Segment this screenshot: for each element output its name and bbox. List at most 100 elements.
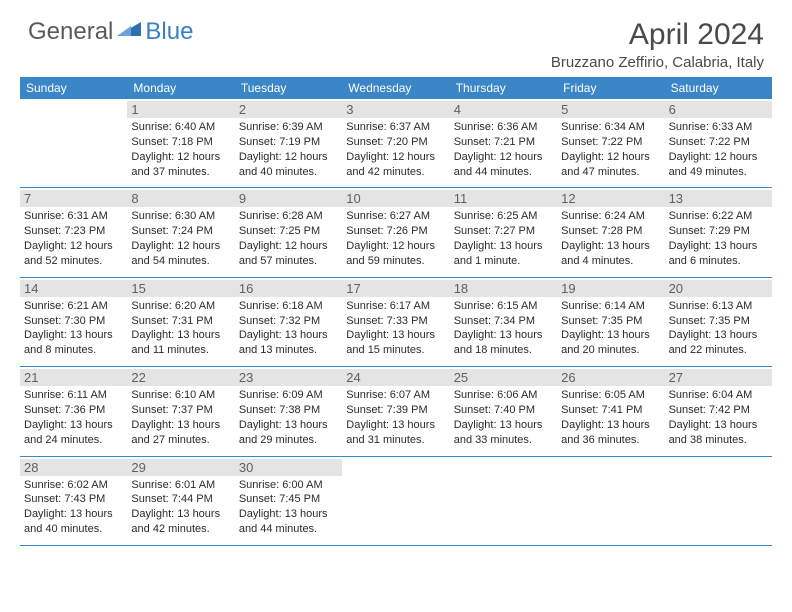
logo-triangle-icon xyxy=(117,20,143,43)
day-cell: 23Sunrise: 6:09 AMSunset: 7:38 PMDayligh… xyxy=(235,367,342,455)
day-cell xyxy=(665,457,772,545)
weekday-label: Friday xyxy=(557,77,664,99)
day-cell: 14 Sunrise: 6:21 AMSunset: 7:30 PMDayligh… xyxy=(20,278,127,366)
logo: General Blue xyxy=(28,18,193,46)
title-block: April 2024 Bruzzano Zeffirio, Calabria, … xyxy=(551,18,764,71)
day-number: 28 xyxy=(20,459,127,476)
weekday-header-row: SundayMondayTuesdayWednesdayThursdayFrid… xyxy=(20,77,772,99)
day-info: Sunrise: 6:39 AMSunset: 7:19 PMDaylight:… xyxy=(239,120,338,179)
day-info: Sunrise: 6:02 AMSunset: 7:43 PMDaylight:… xyxy=(24,478,123,537)
day-number: 6 xyxy=(665,101,772,118)
day-number: 22 xyxy=(127,369,234,386)
day-info: Sunrise: 6:18 AMSunset: 7:32 PMDaylight:… xyxy=(239,299,338,358)
day-cell: 12Sunrise: 6:24 AMSunset: 7:28 PMDayligh… xyxy=(557,188,664,276)
day-cell xyxy=(450,457,557,545)
day-cell: 18 Sunrise: 6:15 AMSunset: 7:34 PMDayligh… xyxy=(450,278,557,366)
day-cell: 30 Sunrise: 6:00 AMSunset: 7:45 PMDayligh… xyxy=(235,457,342,545)
day-number: 1 xyxy=(127,101,234,118)
calendar: SundayMondayTuesdayWednesdayThursdayFrid… xyxy=(0,77,792,546)
day-cell: 9Sunrise: 6:28 AMSunset: 7:25 PMDaylight… xyxy=(235,188,342,276)
day-info: Sunrise: 6:20 AMSunset: 7:31 PMDaylight:… xyxy=(131,299,230,358)
day-info: Sunrise: 6:15 AMSunset: 7:34 PMDaylight:… xyxy=(454,299,553,358)
day-number: 29 xyxy=(127,459,234,476)
day-cell: 6 Sunrise: 6:33 AMSunset: 7:22 PMDaylight… xyxy=(665,99,772,187)
day-number: 25 xyxy=(450,369,557,386)
logo-text-blue: Blue xyxy=(145,18,193,46)
day-number: 7 xyxy=(20,190,127,207)
day-cell: 19 Sunrise: 6:14 AMSunset: 7:35 PMDayligh… xyxy=(557,278,664,366)
day-number: 9 xyxy=(235,190,342,207)
day-info: Sunrise: 6:11 AMSunset: 7:36 PMDaylight:… xyxy=(24,388,123,447)
week-row: 28 Sunrise: 6:02 AMSunset: 7:43 PMDayligh… xyxy=(20,457,772,546)
day-number: 8 xyxy=(127,190,234,207)
day-number: 20 xyxy=(665,280,772,297)
day-info: Sunrise: 6:33 AMSunset: 7:22 PMDaylight:… xyxy=(669,120,768,179)
day-cell: 3 Sunrise: 6:37 AMSunset: 7:20 PMDaylight… xyxy=(342,99,449,187)
day-cell: 25 Sunrise: 6:06 AMSunset: 7:40 PMDayligh… xyxy=(450,367,557,455)
day-info: Sunrise: 6:14 AMSunset: 7:35 PMDaylight:… xyxy=(561,299,660,358)
day-cell: 4Sunrise: 6:36 AMSunset: 7:21 PMDaylight… xyxy=(450,99,557,187)
weekday-label: Tuesday xyxy=(235,77,342,99)
day-info: Sunrise: 6:17 AMSunset: 7:33 PMDaylight:… xyxy=(346,299,445,358)
day-cell: 21 Sunrise: 6:11 AMSunset: 7:36 PMDayligh… xyxy=(20,367,127,455)
day-info: Sunrise: 6:13 AMSunset: 7:35 PMDaylight:… xyxy=(669,299,768,358)
day-cell xyxy=(342,457,449,545)
month-title: April 2024 xyxy=(551,18,764,52)
weekday-label: Sunday xyxy=(20,77,127,99)
day-cell: 16 Sunrise: 6:18 AMSunset: 7:32 PMDayligh… xyxy=(235,278,342,366)
day-cell: 1 Sunrise: 6:40 AMSunset: 7:18 PMDaylight… xyxy=(127,99,234,187)
week-row: 21 Sunrise: 6:11 AMSunset: 7:36 PMDayligh… xyxy=(20,367,772,456)
day-info: Sunrise: 6:31 AMSunset: 7:23 PMDaylight:… xyxy=(24,209,123,268)
day-number: 24 xyxy=(342,369,449,386)
week-row: 14 Sunrise: 6:21 AMSunset: 7:30 PMDayligh… xyxy=(20,278,772,367)
day-cell: 29 Sunrise: 6:01 AMSunset: 7:44 PMDayligh… xyxy=(127,457,234,545)
day-number: 18 xyxy=(450,280,557,297)
day-number: 23 xyxy=(235,369,342,386)
day-info: Sunrise: 6:01 AMSunset: 7:44 PMDaylight:… xyxy=(131,478,230,537)
day-cell: 20 Sunrise: 6:13 AMSunset: 7:35 PMDayligh… xyxy=(665,278,772,366)
day-cell: 28 Sunrise: 6:02 AMSunset: 7:43 PMDayligh… xyxy=(20,457,127,545)
day-cell xyxy=(557,457,664,545)
day-info: Sunrise: 6:00 AMSunset: 7:45 PMDaylight:… xyxy=(239,478,338,537)
day-info: Sunrise: 6:07 AMSunset: 7:39 PMDaylight:… xyxy=(346,388,445,447)
calendar-body: 1 Sunrise: 6:40 AMSunset: 7:18 PMDaylight… xyxy=(20,99,772,546)
day-number: 5 xyxy=(557,101,664,118)
day-cell: 11Sunrise: 6:25 AMSunset: 7:27 PMDayligh… xyxy=(450,188,557,276)
day-cell: 13Sunrise: 6:22 AMSunset: 7:29 PMDayligh… xyxy=(665,188,772,276)
day-cell: 17 Sunrise: 6:17 AMSunset: 7:33 PMDayligh… xyxy=(342,278,449,366)
day-info: Sunrise: 6:27 AMSunset: 7:26 PMDaylight:… xyxy=(346,209,445,268)
day-cell: 10Sunrise: 6:27 AMSunset: 7:26 PMDayligh… xyxy=(342,188,449,276)
day-info: Sunrise: 6:25 AMSunset: 7:27 PMDaylight:… xyxy=(454,209,553,268)
location-text: Bruzzano Zeffirio, Calabria, Italy xyxy=(551,54,764,71)
day-number: 17 xyxy=(342,280,449,297)
day-cell: 2 Sunrise: 6:39 AMSunset: 7:19 PMDaylight… xyxy=(235,99,342,187)
day-number: 16 xyxy=(235,280,342,297)
day-info: Sunrise: 6:30 AMSunset: 7:24 PMDaylight:… xyxy=(131,209,230,268)
day-cell: 26Sunrise: 6:05 AMSunset: 7:41 PMDayligh… xyxy=(557,367,664,455)
day-info: Sunrise: 6:06 AMSunset: 7:40 PMDaylight:… xyxy=(454,388,553,447)
weekday-label: Wednesday xyxy=(342,77,449,99)
day-number: 2 xyxy=(235,101,342,118)
day-info: Sunrise: 6:10 AMSunset: 7:37 PMDaylight:… xyxy=(131,388,230,447)
day-cell: 22 Sunrise: 6:10 AMSunset: 7:37 PMDayligh… xyxy=(127,367,234,455)
header: General Blue April 2024 Bruzzano Zeffiri… xyxy=(0,0,792,77)
day-info: Sunrise: 6:36 AMSunset: 7:21 PMDaylight:… xyxy=(454,120,553,179)
day-number: 15 xyxy=(127,280,234,297)
day-number: 19 xyxy=(557,280,664,297)
day-info: Sunrise: 6:37 AMSunset: 7:20 PMDaylight:… xyxy=(346,120,445,179)
day-info: Sunrise: 6:40 AMSunset: 7:18 PMDaylight:… xyxy=(131,120,230,179)
day-number: 30 xyxy=(235,459,342,476)
day-number: 3 xyxy=(342,101,449,118)
day-info: Sunrise: 6:05 AMSunset: 7:41 PMDaylight:… xyxy=(561,388,660,447)
day-number: 14 xyxy=(20,280,127,297)
day-cell: 24 Sunrise: 6:07 AMSunset: 7:39 PMDayligh… xyxy=(342,367,449,455)
day-info: Sunrise: 6:22 AMSunset: 7:29 PMDaylight:… xyxy=(669,209,768,268)
day-info: Sunrise: 6:21 AMSunset: 7:30 PMDaylight:… xyxy=(24,299,123,358)
weekday-label: Thursday xyxy=(450,77,557,99)
day-info: Sunrise: 6:04 AMSunset: 7:42 PMDaylight:… xyxy=(669,388,768,447)
weekday-label: Monday xyxy=(127,77,234,99)
day-number: 12 xyxy=(557,190,664,207)
day-number: 21 xyxy=(20,369,127,386)
day-cell: 15 Sunrise: 6:20 AMSunset: 7:31 PMDayligh… xyxy=(127,278,234,366)
day-cell: 8 Sunrise: 6:30 AMSunset: 7:24 PMDaylight… xyxy=(127,188,234,276)
